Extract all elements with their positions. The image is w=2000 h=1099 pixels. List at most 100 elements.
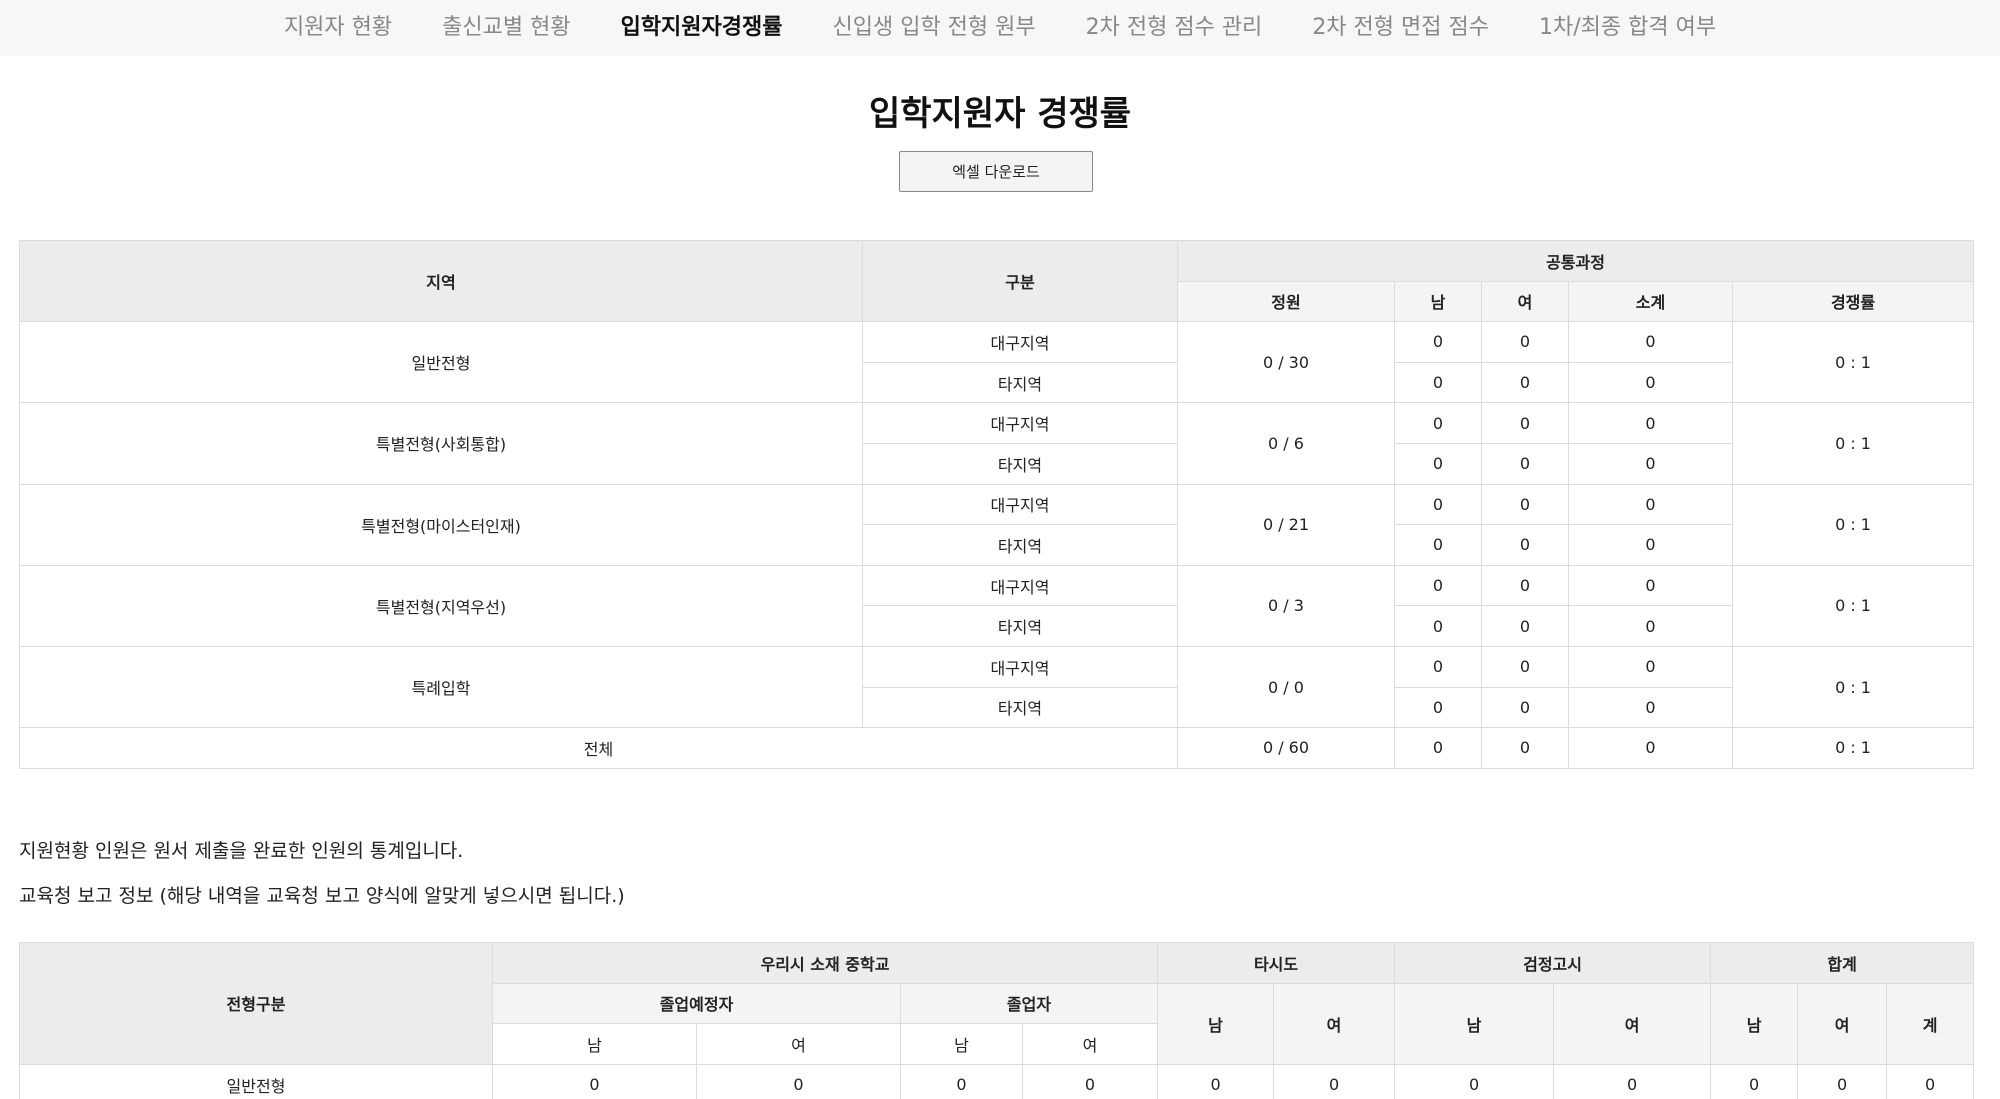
header-local-middle-school: 우리시 소재 중학교 xyxy=(491,942,1159,984)
subtotal: 0 xyxy=(1568,402,1733,444)
female-count: 0 xyxy=(1481,483,1569,526)
area: 대구지역 xyxy=(862,645,1178,688)
competition-ratio: 0 : 1 xyxy=(1731,645,1975,729)
table-row: 타지역 0 0 0 xyxy=(20,605,1974,647)
area: 타지역 xyxy=(862,686,1178,729)
female-count: 0 xyxy=(1481,686,1569,729)
admission-type: 특별전형(사회통합) xyxy=(19,402,863,485)
header-common-course: 공통과정 xyxy=(1176,240,1975,282)
other-city-male: 0 xyxy=(1157,1063,1275,1099)
header-expected-grad-female: 여 xyxy=(696,1023,901,1065)
male-count: 0 xyxy=(1394,321,1482,363)
header-sum-female: 여 xyxy=(1797,982,1888,1065)
area: 대구지역 xyxy=(862,321,1178,363)
area: 타지역 xyxy=(862,605,1178,647)
graduate-male: 0 xyxy=(900,1063,1023,1099)
table-row: 특별전형(마이스터인재) 대구지역 0 / 21 0 0 0 0 : 1 xyxy=(19,483,1975,566)
ged-female: 0 xyxy=(1553,1063,1712,1099)
male-count: 0 xyxy=(1394,564,1482,607)
admission-type: 특별전형(지역우선) xyxy=(19,564,863,647)
tab-second-round-interview[interactable]: 2차 전형 면접 점수 xyxy=(1312,15,1489,40)
competition-ratio: 0 : 1 xyxy=(1731,402,1975,485)
area: 타지역 xyxy=(862,524,1178,566)
expected-grad-female: 0 xyxy=(696,1063,901,1099)
male-count: 0 xyxy=(1394,645,1482,688)
header-sum: 합계 xyxy=(1710,942,1975,984)
subtotal: 0 xyxy=(1568,564,1733,607)
quota: 0 / 6 xyxy=(1177,402,1395,485)
total-row: 전체 0 / 60 0 0 0 0 : 1 xyxy=(19,727,1975,769)
male-count: 0 xyxy=(1394,524,1482,566)
header-ged-male: 남 xyxy=(1394,982,1555,1065)
education-report-table: 전형구분 우리시 소재 중학교 타시도 검정고시 합계 졸업예정자 졸업자 남 … xyxy=(19,942,1975,1099)
education-office-report-note: 교육청 보고 정보 (해당 내역을 교육청 보고 양식에 알맞게 넣으시면 됩니… xyxy=(19,885,625,907)
sum-female: 0 xyxy=(1797,1063,1888,1099)
competition-ratio: 0 : 1 xyxy=(1731,564,1975,647)
header-graduate-female: 여 xyxy=(1021,1023,1159,1065)
tab-pass-status[interactable]: 1차/최종 합격 여부 xyxy=(1538,15,1717,40)
female-count: 0 xyxy=(1481,564,1569,607)
header-other-city-male: 남 xyxy=(1157,982,1275,1065)
total-female: 0 xyxy=(1481,727,1569,769)
female-count: 0 xyxy=(1481,605,1569,647)
subtotal: 0 xyxy=(1568,483,1733,526)
header-other-city: 타시도 xyxy=(1157,942,1396,984)
admission-type: 일반전형 xyxy=(19,1063,493,1099)
female-count: 0 xyxy=(1481,442,1569,485)
header-graduate: 졸업자 xyxy=(899,982,1159,1025)
header-sum-male: 남 xyxy=(1710,982,1799,1065)
tab-admission-register[interactable]: 신입생 입학 전형 원부 xyxy=(832,15,1036,40)
header-ratio: 경쟁률 xyxy=(1731,280,1975,323)
header-region: 지역 xyxy=(19,239,863,323)
header-expected-graduate: 졸업예정자 xyxy=(492,982,901,1025)
female-count: 0 xyxy=(1481,645,1569,688)
tab-second-round-score[interactable]: 2차 전형 점수 관리 xyxy=(1085,15,1263,40)
admission-type: 특별전형(마이스터인재) xyxy=(19,483,863,566)
subtotal: 0 xyxy=(1568,361,1733,404)
header-admission-type: 전형구분 xyxy=(19,942,493,1065)
other-city-female: 0 xyxy=(1273,1063,1396,1099)
quota: 0 / 30 xyxy=(1177,321,1395,404)
area: 타지역 xyxy=(862,442,1178,485)
total-quota: 0 / 60 xyxy=(1177,727,1395,769)
applicant-stat-note: 지원현황 인원은 원서 제출을 완료한 인원의 통계입니다. xyxy=(19,840,464,862)
table-row: 타지역 0 0 0 xyxy=(20,686,1974,729)
tab-applicant-status[interactable]: 지원자 현황 xyxy=(283,15,393,40)
admission-type: 특례입학 xyxy=(19,645,863,729)
subtotal: 0 xyxy=(1568,605,1733,647)
header-male: 남 xyxy=(1394,280,1482,323)
subtotal: 0 xyxy=(1568,524,1733,566)
female-count: 0 xyxy=(1481,524,1569,566)
table-row: 특별전형(지역우선) 대구지역 0 / 3 0 0 0 0 : 1 xyxy=(19,564,1975,647)
area: 타지역 xyxy=(862,361,1178,404)
male-count: 0 xyxy=(1394,361,1482,404)
total-male: 0 xyxy=(1394,727,1482,769)
graduate-female: 0 xyxy=(1021,1063,1159,1099)
admission-type: 일반전형 xyxy=(19,321,863,404)
top-navigation: 지원자 현황 출신교별 현황 입학지원자경쟁률 신입생 입학 전형 원부 2차 … xyxy=(0,0,2000,56)
table-row: 특별전형(사회통합) 대구지역 0 / 6 0 0 0 0 : 1 xyxy=(19,402,1975,485)
tab-competition-rate[interactable]: 입학지원자경쟁률 xyxy=(620,15,783,40)
header-quota: 정원 xyxy=(1177,280,1395,323)
quota: 0 / 21 xyxy=(1177,483,1395,566)
male-count: 0 xyxy=(1394,686,1482,729)
excel-download-button[interactable]: 엑셀 다운로드 xyxy=(899,151,1093,192)
competition-ratio: 0 : 1 xyxy=(1731,321,1975,404)
table-row: 타지역 0 0 0 xyxy=(20,442,1974,485)
header-other-city-female: 여 xyxy=(1273,982,1396,1065)
table-row: 일반전형 0 0 0 0 0 0 0 0 0 0 0 xyxy=(19,1063,1975,1099)
area: 대구지역 xyxy=(862,483,1178,526)
competition-ratio: 0 : 1 xyxy=(1731,483,1975,566)
subtotal: 0 xyxy=(1568,686,1733,729)
male-count: 0 xyxy=(1394,483,1482,526)
competition-table: 지역 구분 공통과정 정원 남 여 소계 경쟁률 일반전형 대구지역 0 / 3… xyxy=(19,239,1975,769)
subtotal: 0 xyxy=(1568,321,1733,363)
quota: 0 / 3 xyxy=(1177,564,1395,647)
header-expected-grad-male: 남 xyxy=(492,1023,697,1065)
table-row: 타지역 0 0 0 xyxy=(20,361,1974,404)
sum-total: 0 xyxy=(1886,1063,1975,1099)
tab-school-origin-status[interactable]: 출신교별 현황 xyxy=(442,15,571,40)
header-sum-total: 계 xyxy=(1886,982,1975,1065)
table-row: 일반전형 대구지역 0 / 30 0 0 0 0 : 1 xyxy=(19,321,1975,404)
total-label: 전체 xyxy=(19,727,1178,769)
